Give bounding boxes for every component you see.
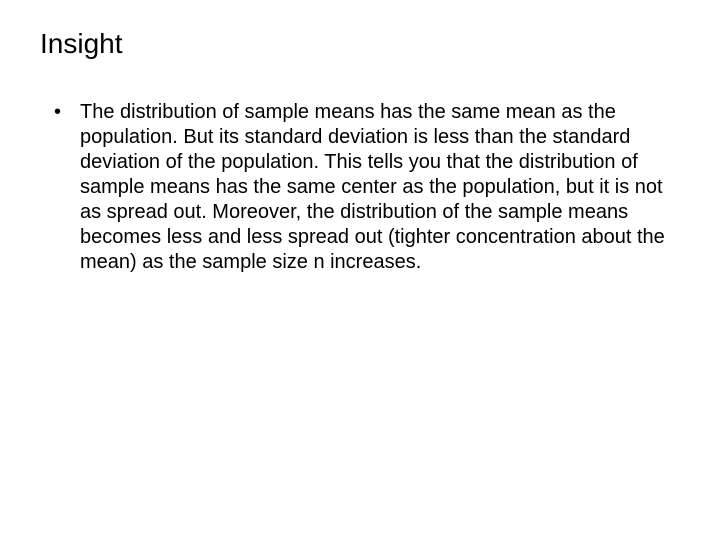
slide-title: Insight xyxy=(40,28,680,60)
bullet-text: The distribution of sample means has the… xyxy=(80,101,665,273)
list-item: The distribution of sample means has the… xyxy=(54,100,680,275)
slide: Insight The distribution of sample means… xyxy=(0,0,720,540)
bullet-list: The distribution of sample means has the… xyxy=(54,100,680,275)
